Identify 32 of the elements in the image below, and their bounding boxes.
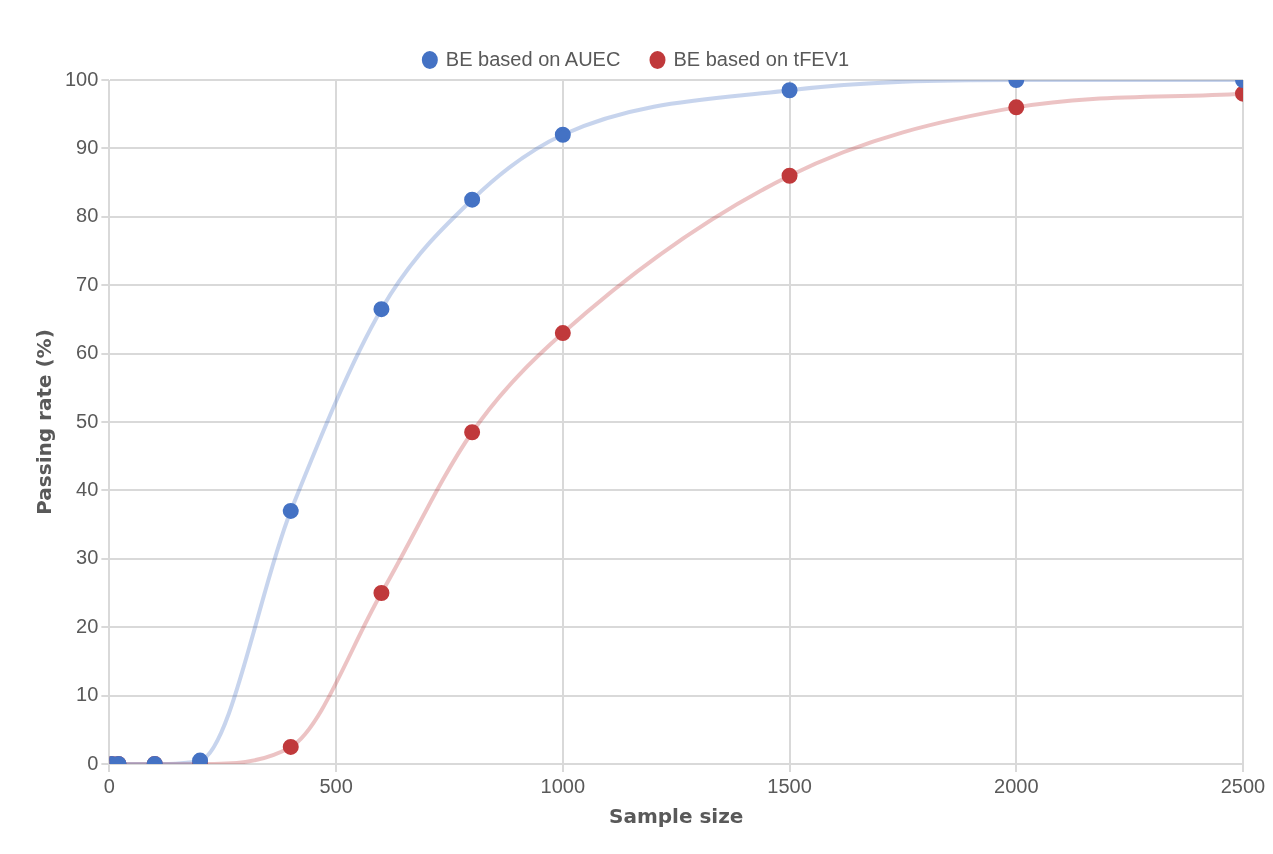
point <box>554 325 571 342</box>
y-axis-title: Passing rate (%) <box>32 329 57 515</box>
legend-label: BE based on tFEV1 <box>673 47 850 70</box>
y-tick-label: 0 <box>87 751 99 774</box>
x-tick-label: 0 <box>103 774 115 797</box>
point <box>781 82 798 99</box>
point <box>554 126 571 143</box>
point <box>282 502 299 519</box>
point <box>373 585 390 601</box>
legend-label: BE based on AUEC <box>445 47 621 70</box>
y-tick-label: 40 <box>76 477 99 500</box>
y-tick-label: 30 <box>76 546 99 569</box>
y-tick-label: 60 <box>76 341 99 364</box>
y-tick-label: 10 <box>76 683 99 706</box>
x-tick-label: 500 <box>319 774 353 797</box>
point <box>1008 99 1025 116</box>
y-tick-label: 80 <box>76 204 99 227</box>
y-tick-label: 100 <box>64 67 99 90</box>
point <box>464 191 481 208</box>
point <box>192 752 209 764</box>
x-axis-title: Sample size <box>608 804 744 829</box>
point <box>373 301 390 318</box>
point <box>464 424 481 441</box>
y-tick-label: 70 <box>76 272 99 295</box>
point <box>781 167 798 184</box>
x-tick-label: 2500 <box>1220 774 1266 797</box>
y-tick-label: 90 <box>76 135 99 158</box>
y-tick-label: 20 <box>76 614 99 637</box>
x-tick-label: 1000 <box>540 774 586 797</box>
x-tick-label: 1500 <box>767 774 812 797</box>
y-tick-label: 50 <box>76 409 99 432</box>
x-tick-label: 2000 <box>994 774 1039 797</box>
